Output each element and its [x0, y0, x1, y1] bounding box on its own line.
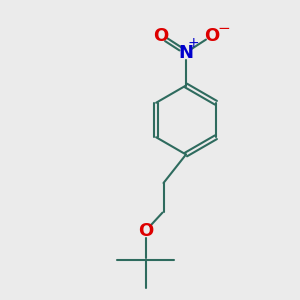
Text: O: O [153, 27, 168, 45]
Text: O: O [204, 27, 219, 45]
Text: +: + [188, 36, 199, 50]
Text: N: N [178, 44, 194, 62]
Text: O: O [138, 222, 153, 240]
Text: −: − [217, 21, 230, 36]
